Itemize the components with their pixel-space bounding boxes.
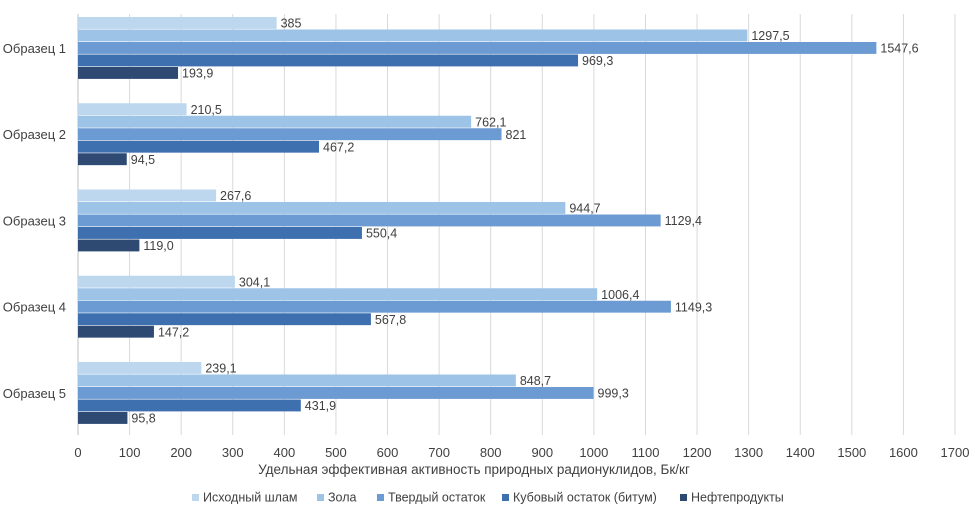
bar	[78, 325, 154, 338]
bar	[78, 239, 140, 252]
legend-swatch	[502, 494, 509, 501]
bar	[78, 17, 277, 29]
data-label: 119,0	[143, 239, 173, 253]
data-label: 467,2	[323, 140, 354, 154]
bar	[78, 54, 579, 67]
x-tick-label: 600	[377, 445, 399, 460]
data-label: 431,9	[305, 399, 336, 413]
data-label: 848,7	[520, 374, 551, 388]
legend-label: Нефтепродукты	[691, 491, 784, 505]
x-tick-labels: 0 100 200 300 400 500 600 700 800 900 1000 1100 1200…	[74, 445, 969, 460]
legend-label: Твердый остаток	[388, 491, 486, 505]
bar	[78, 227, 362, 239]
bar	[78, 202, 566, 214]
bar	[78, 214, 661, 227]
bar	[78, 387, 594, 399]
data-label: 1129,4	[665, 214, 702, 228]
bar	[78, 42, 877, 54]
data-label: 267,6	[220, 189, 251, 203]
bar	[78, 128, 502, 141]
bar	[78, 300, 671, 313]
legend-label: Исходный шлам	[203, 491, 298, 505]
gridlines	[77, 14, 956, 435]
legend-label: Кубовый остаток (битум)	[513, 491, 657, 505]
data-label: 94,5	[131, 153, 155, 167]
legend-swatch	[680, 494, 687, 501]
bar	[78, 189, 217, 202]
data-label: 147,2	[158, 325, 189, 339]
data-label: 193,9	[182, 67, 213, 81]
x-tick-label: 0	[74, 445, 81, 460]
legend-label: Зола	[328, 491, 357, 505]
x-tick-label: 300	[222, 445, 244, 460]
x-tick-label: 1500	[837, 445, 866, 460]
x-tick-label: 1300	[734, 445, 763, 460]
data-label: 969,3	[582, 54, 613, 68]
x-tick-label: 700	[428, 445, 450, 460]
legend-swatch	[317, 494, 324, 501]
data-label: 821	[506, 128, 527, 142]
data-label: 1006,4	[601, 288, 639, 302]
category-label: Образец 5	[3, 386, 66, 401]
bar	[78, 140, 320, 153]
x-tick-label: 1000	[579, 445, 608, 460]
data-label: 550,4	[366, 227, 397, 241]
bar	[78, 115, 472, 128]
category-label: Образец 3	[3, 213, 66, 228]
data-label: 1297,5	[751, 29, 789, 43]
x-tick-label: 1600	[889, 445, 918, 460]
bar	[78, 67, 179, 79]
data-label: 1149,3	[675, 300, 712, 314]
bar	[78, 362, 202, 374]
x-tick-label: 400	[274, 445, 296, 460]
data-label: 210,5	[191, 103, 222, 117]
bars	[78, 17, 877, 424]
x-tick-label: 900	[531, 445, 553, 460]
bar	[78, 374, 516, 387]
data-label: 239,1	[205, 362, 236, 376]
category-label: Образец 1	[3, 41, 66, 56]
category-label: Образец 4	[3, 300, 66, 315]
bar	[78, 288, 598, 301]
data-label: 762,1	[475, 115, 506, 129]
x-tick-label: 1100	[631, 445, 659, 460]
data-label: 95,8	[131, 412, 155, 426]
data-label: 385	[281, 17, 302, 31]
bar	[78, 313, 371, 326]
data-label: 304,1	[239, 275, 270, 289]
data-label: 999,3	[598, 387, 629, 401]
x-tick-label: 1400	[786, 445, 815, 460]
data-label: 944,7	[569, 202, 600, 216]
legend-swatch	[192, 494, 199, 501]
x-tick-label: 1700	[941, 445, 970, 460]
bar	[78, 153, 127, 166]
bar	[78, 103, 187, 116]
x-tick-label: 100	[119, 445, 141, 460]
x-tick-label: 800	[480, 445, 502, 460]
legend: Исходный шлам Зола Твердый остаток Кубовый …	[192, 491, 784, 505]
x-tick-label: 500	[325, 445, 347, 460]
x-tick-label: 200	[170, 445, 192, 460]
bar	[78, 29, 748, 42]
data-label: 567,8	[375, 313, 406, 327]
bar	[78, 412, 128, 424]
legend-swatch	[377, 494, 384, 501]
x-tick-label: 1200	[683, 445, 712, 460]
bar	[78, 399, 301, 412]
category-labels: Образец 1 Образец 2 Образец 3 Образец 4 Обра…	[3, 41, 66, 401]
bar	[78, 275, 235, 288]
x-axis-title: Удельная эффективная активность природны…	[258, 462, 690, 477]
data-label: 1547,6	[880, 42, 918, 56]
category-label: Образец 2	[3, 127, 66, 142]
